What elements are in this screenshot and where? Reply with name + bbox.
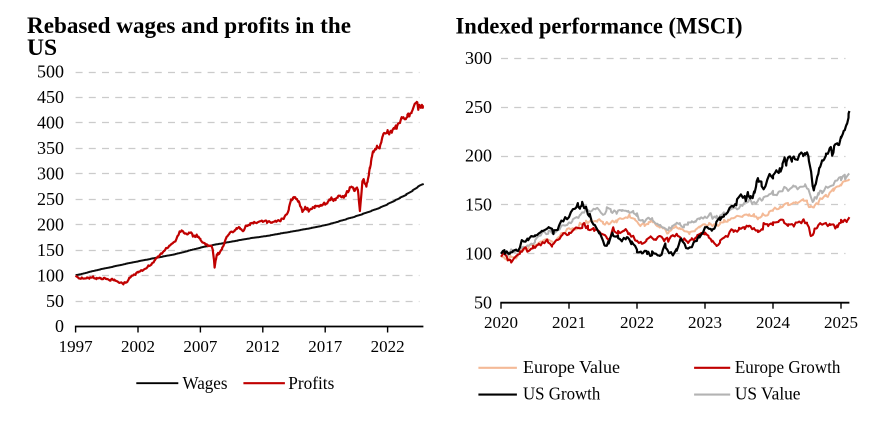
svg-text:2024: 2024 — [756, 313, 791, 332]
svg-text:Europe Growth: Europe Growth — [735, 357, 841, 377]
svg-text:2025: 2025 — [824, 313, 858, 332]
svg-text:2002: 2002 — [121, 337, 155, 356]
svg-text:150: 150 — [37, 240, 64, 260]
svg-text:250: 250 — [465, 97, 492, 117]
svg-text:2023: 2023 — [688, 313, 722, 332]
svg-text:2020: 2020 — [484, 313, 518, 332]
svg-text:2022: 2022 — [620, 313, 654, 332]
svg-text:200: 200 — [37, 214, 64, 234]
svg-text:2012: 2012 — [246, 337, 280, 356]
svg-text:500: 500 — [37, 62, 64, 82]
svg-text:1997: 1997 — [59, 337, 94, 356]
svg-text:2017: 2017 — [308, 337, 343, 356]
svg-text:250: 250 — [37, 189, 64, 209]
svg-text:100: 100 — [37, 265, 64, 285]
svg-text:0: 0 — [55, 316, 64, 336]
svg-text:US: US — [27, 35, 57, 61]
svg-text:150: 150 — [465, 195, 492, 215]
svg-text:400: 400 — [37, 113, 64, 133]
svg-text:US Growth: US Growth — [523, 384, 600, 404]
svg-text:Europe Value: Europe Value — [523, 357, 620, 377]
svg-text:50: 50 — [474, 292, 492, 312]
svg-text:450: 450 — [37, 87, 64, 107]
svg-text:300: 300 — [37, 164, 64, 184]
svg-text:100: 100 — [465, 244, 492, 264]
svg-text:350: 350 — [37, 138, 64, 158]
svg-text:Indexed performance (MSCI): Indexed performance (MSCI) — [456, 14, 743, 40]
svg-text:2007: 2007 — [183, 337, 218, 356]
svg-text:2021: 2021 — [552, 313, 586, 332]
svg-text:Profits: Profits — [288, 373, 334, 393]
svg-text:US Value: US Value — [735, 384, 801, 404]
svg-text:50: 50 — [46, 291, 64, 311]
svg-text:300: 300 — [465, 48, 492, 68]
svg-text:2022: 2022 — [371, 337, 405, 356]
svg-text:200: 200 — [465, 146, 492, 166]
svg-text:Wages: Wages — [183, 373, 228, 393]
svg-text:Rebased wages and profits in t: Rebased wages and profits in the — [27, 13, 351, 39]
